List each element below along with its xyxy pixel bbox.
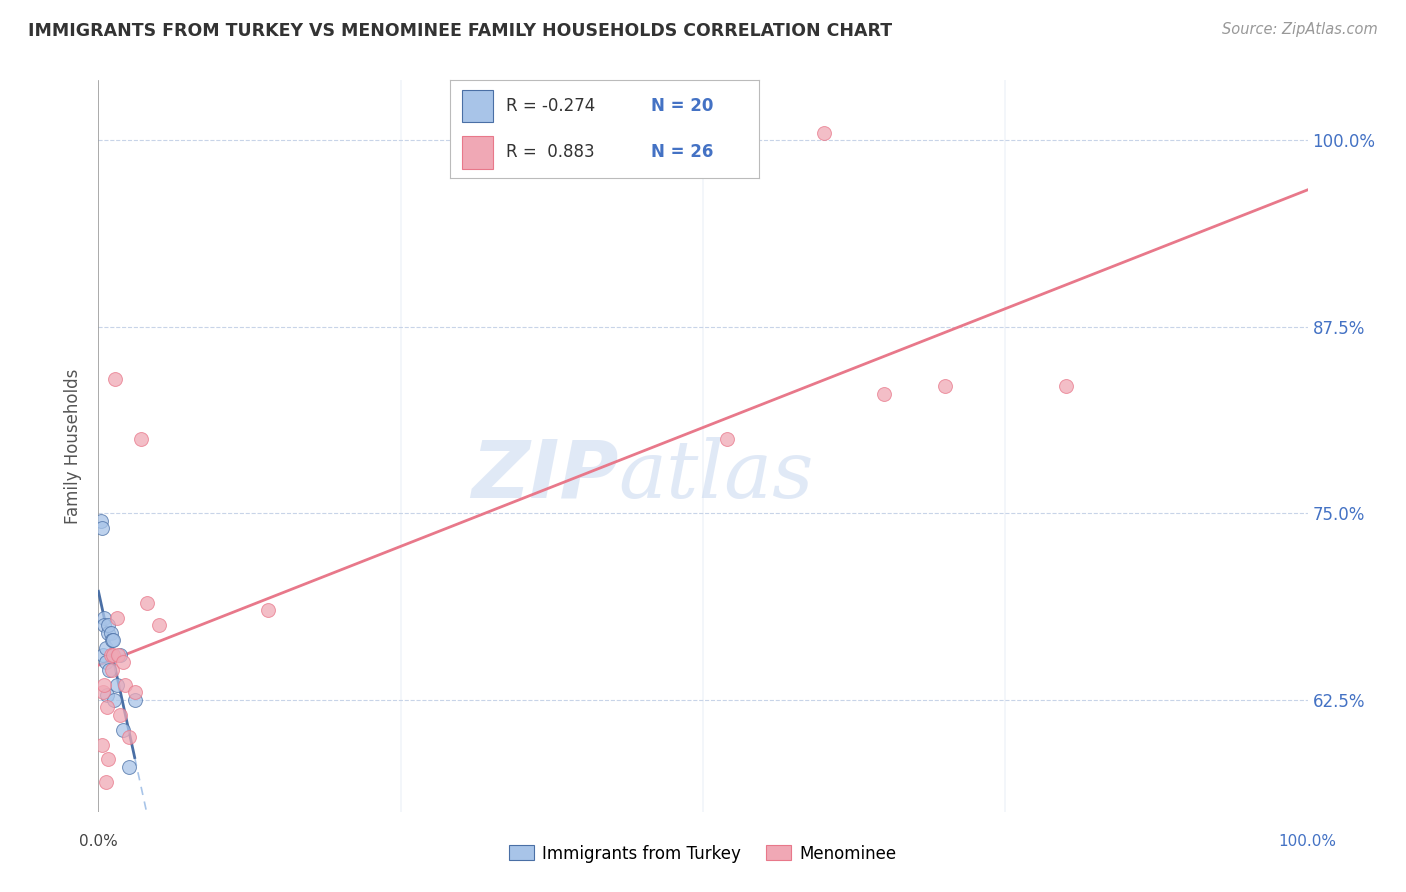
Text: R =  0.883: R = 0.883	[506, 143, 595, 161]
Text: R = -0.274: R = -0.274	[506, 97, 595, 115]
Point	[873, 386, 896, 401]
Point	[97, 752, 120, 766]
Point	[101, 633, 124, 648]
Point	[91, 648, 114, 662]
Point	[91, 521, 114, 535]
Point	[124, 692, 146, 706]
Point	[813, 126, 835, 140]
Point	[101, 648, 124, 662]
Point	[91, 685, 114, 699]
Point	[111, 656, 134, 670]
Point	[94, 775, 117, 789]
Text: atlas: atlas	[619, 436, 814, 514]
Point	[129, 432, 152, 446]
Point	[135, 596, 157, 610]
Point	[1054, 379, 1077, 393]
Point	[100, 625, 122, 640]
Point	[124, 685, 146, 699]
Point	[100, 633, 122, 648]
Point	[108, 707, 131, 722]
Point	[100, 663, 122, 677]
Point	[256, 603, 278, 617]
Text: 100.0%: 100.0%	[1278, 834, 1337, 849]
Text: IMMIGRANTS FROM TURKEY VS MENOMINEE FAMILY HOUSEHOLDS CORRELATION CHART: IMMIGRANTS FROM TURKEY VS MENOMINEE FAMI…	[28, 22, 893, 40]
Point	[104, 372, 127, 386]
Point	[716, 432, 738, 446]
Text: 0.0%: 0.0%	[79, 834, 118, 849]
Point	[105, 610, 128, 624]
Point	[91, 738, 114, 752]
Point	[97, 625, 120, 640]
Text: Source: ZipAtlas.com: Source: ZipAtlas.com	[1222, 22, 1378, 37]
Point	[118, 760, 141, 774]
Point	[96, 688, 118, 702]
Point	[100, 648, 122, 662]
Point	[148, 618, 170, 632]
Text: N = 26: N = 26	[651, 143, 713, 161]
Point	[93, 610, 115, 624]
Y-axis label: Family Households: Family Households	[65, 368, 83, 524]
Point	[97, 618, 120, 632]
Point	[98, 663, 121, 677]
Point	[103, 692, 125, 706]
Bar	[463, 90, 494, 122]
Point	[111, 723, 134, 737]
Text: N = 20: N = 20	[651, 97, 713, 115]
Point	[94, 656, 117, 670]
Point	[114, 678, 136, 692]
Point	[93, 618, 115, 632]
Point	[96, 700, 118, 714]
Point	[90, 514, 112, 528]
Point	[108, 648, 131, 662]
Point	[93, 678, 115, 692]
Point	[107, 648, 129, 662]
Point	[105, 678, 128, 692]
Point	[94, 640, 117, 655]
Point	[934, 379, 956, 393]
Bar	[463, 136, 494, 169]
Legend: Immigrants from Turkey, Menominee: Immigrants from Turkey, Menominee	[502, 838, 904, 869]
Point	[118, 730, 141, 744]
Text: ZIP: ZIP	[471, 436, 619, 515]
